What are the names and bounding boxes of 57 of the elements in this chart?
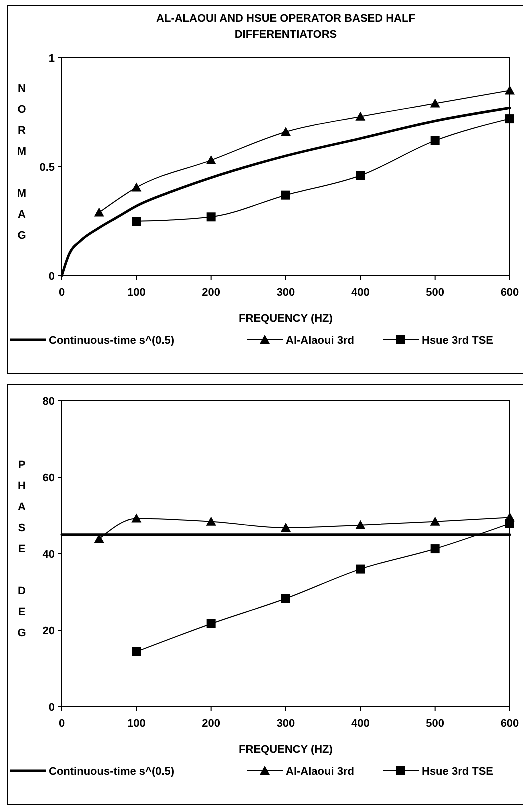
legend-label: Hsue 3rd TSE	[422, 766, 494, 778]
y-tick-label: 40	[42, 549, 55, 561]
x-tick-label: 500	[426, 287, 445, 299]
point	[356, 564, 366, 574]
y-axis-title: NORM MAG	[16, 83, 28, 251]
point	[281, 127, 291, 136]
x-axis-title: FREQUENCY (HZ)	[239, 313, 334, 325]
point	[356, 171, 366, 180]
point	[505, 86, 515, 95]
y-axis-title: PHASE DEG	[16, 460, 28, 648]
point	[430, 136, 440, 146]
point	[506, 114, 514, 124]
chart-title: AL-ALAOUI AND HSUE OPERATOR BASED HALF DIFFERENTIATORS	[156, 13, 416, 41]
legend-label: Continuous-time s^(0.5)	[49, 335, 175, 347]
point	[132, 514, 142, 523]
y-tick-label: 80	[42, 396, 55, 408]
x-tick-label: 400	[351, 287, 370, 299]
point	[356, 112, 366, 121]
y-tick-label: 0	[48, 271, 55, 283]
x-axis-title: FREQUENCY (HZ)	[239, 744, 334, 756]
point	[206, 212, 216, 222]
x-tick-label: 300	[276, 718, 296, 730]
x-tick-label: 100	[127, 718, 146, 730]
x-tick-label: 400	[351, 718, 370, 730]
point	[282, 190, 290, 200]
point	[430, 544, 440, 554]
point	[132, 182, 142, 192]
x-tick-label: 500	[426, 718, 445, 730]
x-tick-label: 600	[500, 718, 520, 730]
point	[206, 155, 216, 164]
x-tick-label: 600	[500, 287, 520, 299]
point	[206, 619, 216, 628]
point	[132, 647, 142, 656]
x-tick-label: 200	[202, 718, 221, 730]
y-tick-label: 0.5	[40, 162, 55, 174]
point	[132, 217, 142, 226]
x-tick-label: 0	[58, 718, 66, 730]
legend-label: Al-Alaoui 3rd	[286, 335, 354, 347]
legend-label: Continuous-time s^(0.5)	[49, 766, 175, 778]
point	[430, 98, 440, 108]
x-tick-label: 100	[127, 287, 146, 299]
x-tick-label: 0	[58, 287, 66, 299]
y-tick-label: 1	[48, 53, 55, 65]
point	[94, 208, 104, 217]
point	[282, 594, 290, 604]
y-tick-label: 60	[42, 472, 55, 484]
x-tick-label: 300	[276, 287, 296, 299]
point	[430, 516, 440, 526]
legend-label: Hsue 3rd TSE	[422, 335, 494, 347]
x-tick-label: 200	[202, 287, 221, 299]
point	[281, 522, 291, 532]
y-tick-label: 0	[48, 702, 55, 714]
point	[506, 519, 514, 528]
y-tick-label: 20	[42, 626, 55, 638]
point	[356, 520, 366, 530]
point	[206, 516, 216, 526]
legend-label: Al-Alaoui 3rd	[286, 766, 354, 778]
